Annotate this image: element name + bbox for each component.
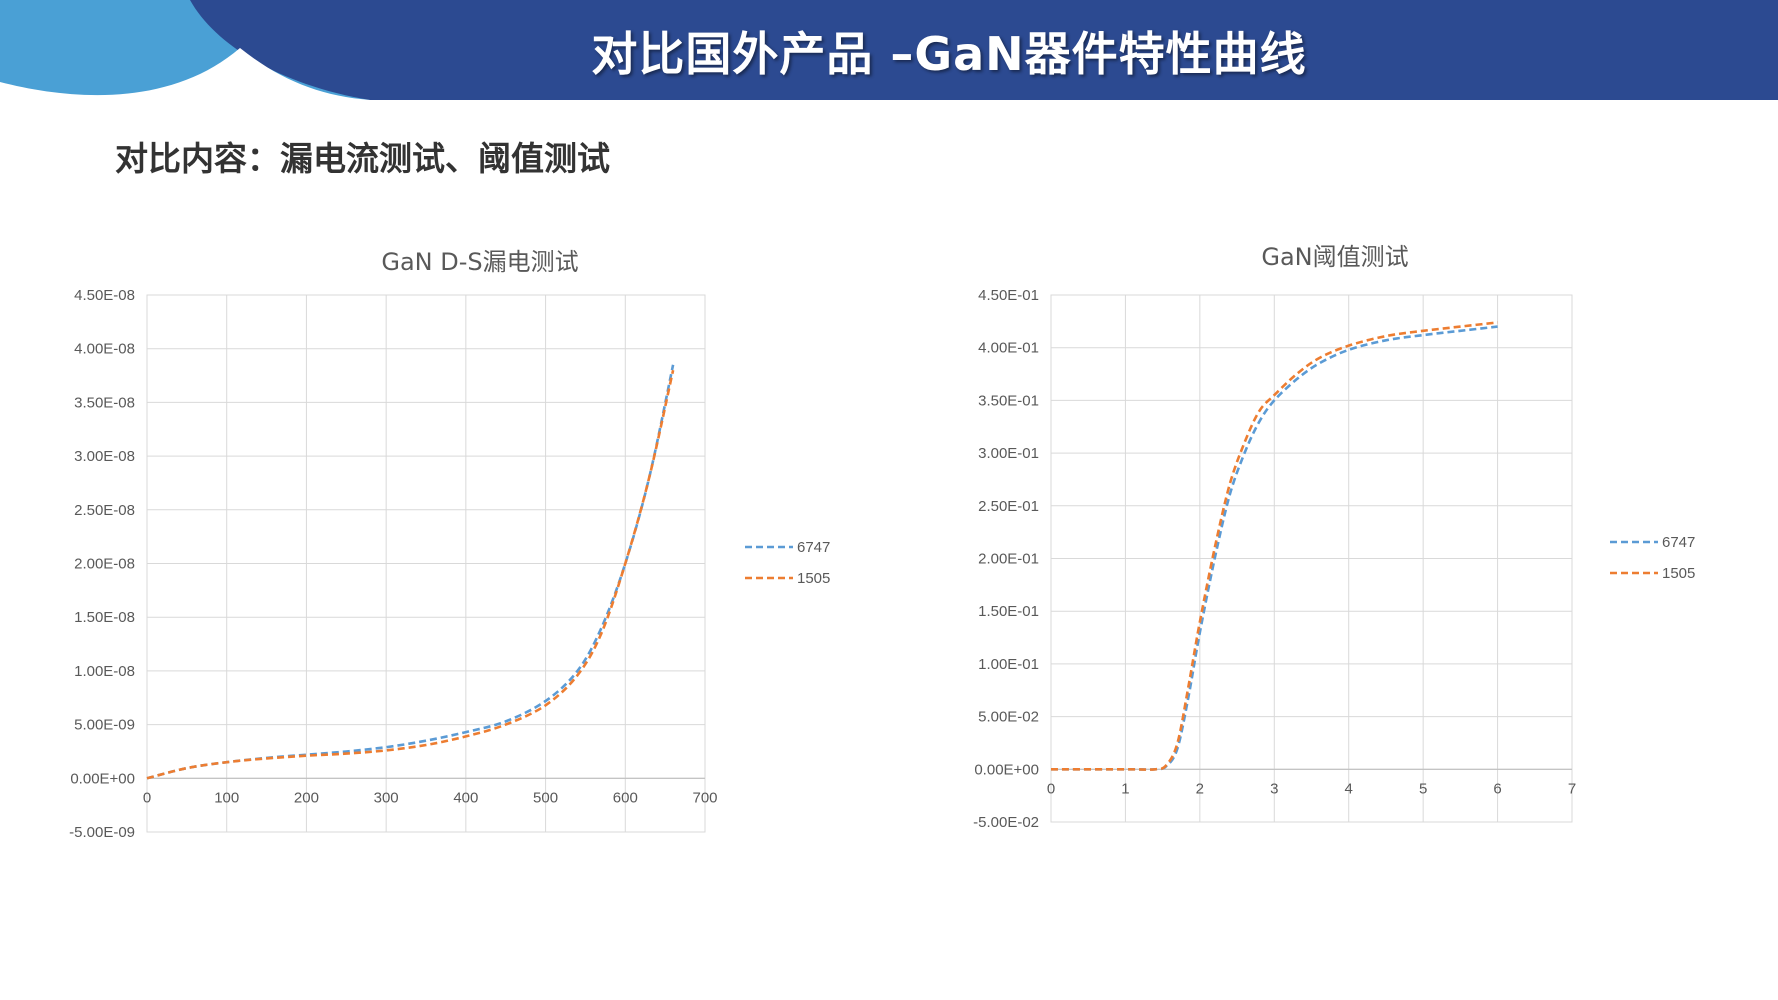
- x-tick-label: 200: [294, 789, 319, 806]
- legend-entry: 6747: [797, 539, 830, 556]
- x-tick-label: 600: [613, 789, 638, 806]
- y-tick-label: 0.00E+00: [70, 770, 135, 787]
- y-tick-label: -5.00E-09: [69, 824, 135, 841]
- section-subtitle: 对比内容：漏电流测试、阈值测试: [115, 139, 610, 178]
- x-tick-label: 0: [1047, 780, 1055, 797]
- chart-leakage-svg: GaN D-S漏电测试 4.50E-08 4.00E-08 3.50E-08 3.00E…: [69, 248, 830, 841]
- legend-entry: 1505: [1662, 565, 1695, 582]
- x-tick-label: 0: [143, 789, 151, 806]
- y-tick-label: 1.50E-01: [978, 603, 1039, 620]
- y-tick-label: 4.00E-08: [74, 341, 135, 358]
- y-tick-label: 1.00E-08: [74, 663, 135, 680]
- x-tick-label: 6: [1493, 780, 1501, 797]
- y-tick-label: 1.00E-01: [978, 656, 1039, 673]
- legend-entry: 1505: [797, 570, 830, 587]
- chart-threshold-svg: GaN阈值测试 4.50E-01 4.00E-01 3.50E-01 3.00E-01 2…: [973, 243, 1695, 831]
- y-tick-label: 2.50E-01: [978, 498, 1039, 515]
- chart-title: GaN阈值测试: [1261, 243, 1408, 271]
- chart-title: GaN D-S漏电测试: [381, 248, 578, 276]
- x-tick-label: 100: [214, 789, 239, 806]
- x-tick-label: 300: [374, 789, 399, 806]
- y-tick-label: 2.50E-08: [74, 502, 135, 519]
- chart-leakage: GaN D-S漏电测试 4.50E-08 4.00E-08 3.50E-08 3.00E…: [40, 235, 860, 855]
- x-tick-label: 700: [692, 789, 717, 806]
- header-bar: 对比国外产品 –GaN器件特性曲线: [0, 0, 1778, 100]
- y-tick-label: 3.00E-01: [978, 445, 1039, 462]
- y-tick-label: 3.50E-08: [74, 394, 135, 411]
- y-tick-label: -5.00E-02: [973, 814, 1039, 831]
- series-line-1505: [1050, 321, 1498, 771]
- x-tick-label: 400: [453, 789, 478, 806]
- x-tick-label: 4: [1345, 780, 1353, 797]
- series-line-6747: [146, 364, 675, 780]
- y-tick-label: 4.50E-01: [978, 287, 1039, 304]
- chart-threshold: GaN阈值测试 4.50E-01 4.00E-01 3.50E-01 3.00E-01 2…: [940, 235, 1740, 855]
- y-tick-label: 2.00E-01: [978, 551, 1039, 568]
- x-tick-label: 7: [1568, 780, 1576, 797]
- x-tick-label: 5: [1419, 780, 1427, 797]
- y-tick-label: 1.50E-08: [74, 609, 135, 626]
- page-title: 对比国外产品 –GaN器件特性曲线: [591, 27, 1307, 81]
- x-tick-label: 1: [1121, 780, 1129, 797]
- x-tick-label: 3: [1270, 780, 1278, 797]
- series-line-1505: [146, 369, 675, 780]
- x-tick-label: 2: [1196, 780, 1204, 797]
- header-decoration: [0, 0, 370, 100]
- y-tick-label: 2.00E-08: [74, 556, 135, 573]
- x-tick-label: 500: [533, 789, 558, 806]
- y-tick-label: 0.00E+00: [974, 761, 1039, 778]
- y-tick-label: 3.00E-08: [74, 448, 135, 465]
- y-tick-label: 4.00E-01: [978, 340, 1039, 357]
- y-tick-label: 5.00E-02: [978, 709, 1039, 726]
- y-tick-label: 5.00E-09: [74, 717, 135, 734]
- y-tick-label: 3.50E-01: [978, 392, 1039, 409]
- legend-entry: 6747: [1662, 534, 1695, 551]
- y-tick-label: 4.50E-08: [74, 287, 135, 304]
